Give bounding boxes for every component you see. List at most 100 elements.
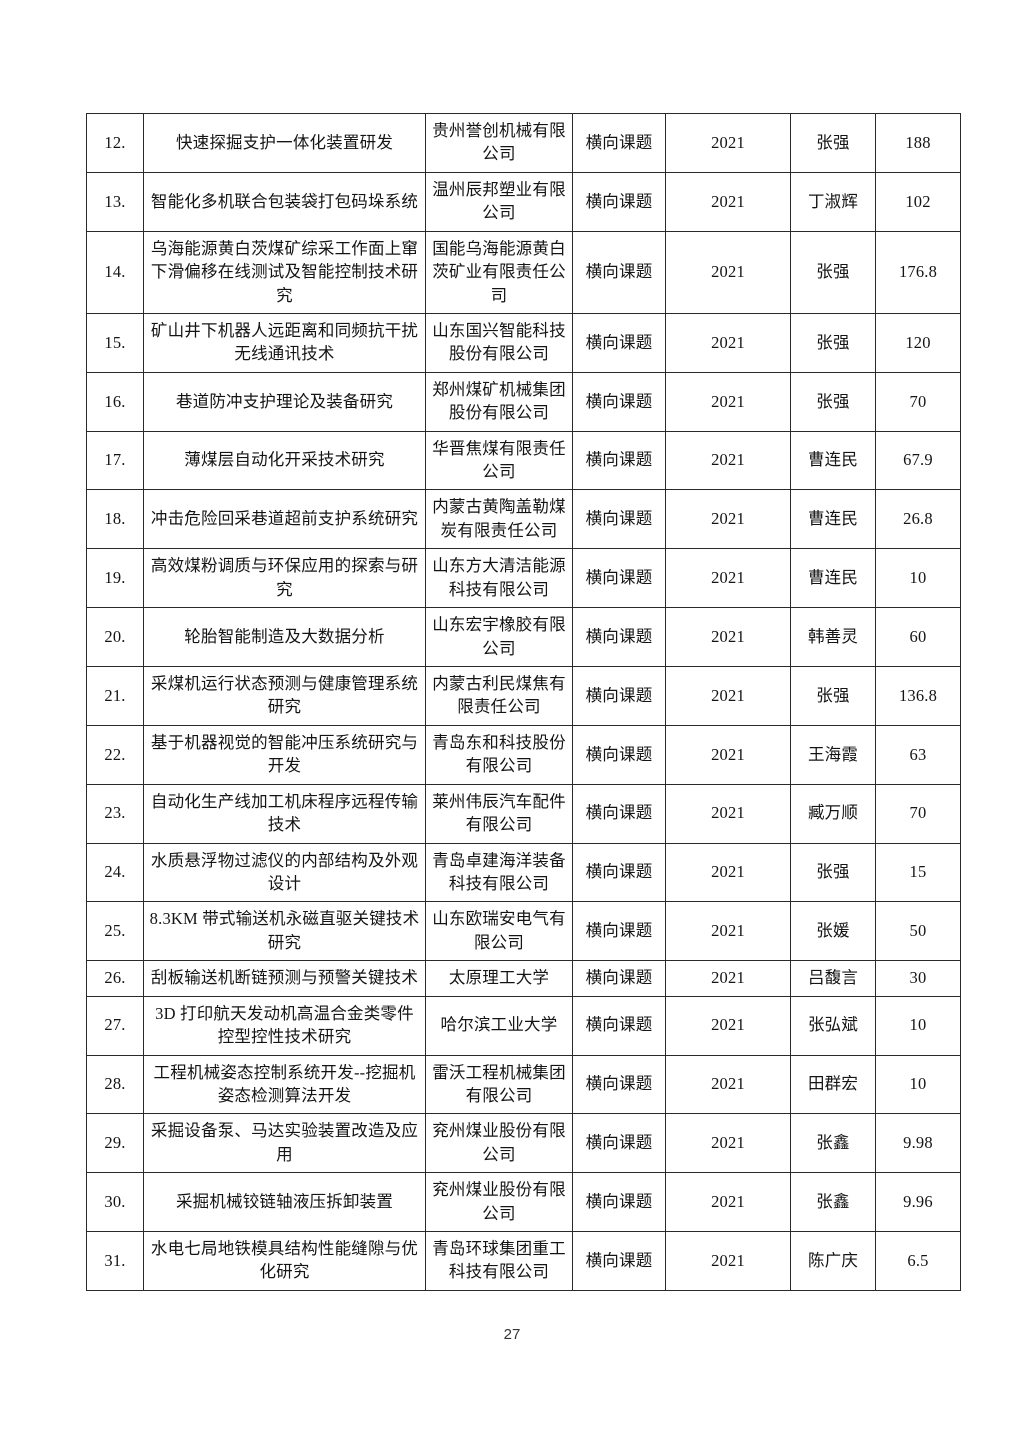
row-index: 13. (86, 171, 144, 232)
table-row: 22. 基于机器视觉的智能冲压系统研究与开发 青岛东和科技股份有限公司 横向课题 202… (86, 724, 961, 785)
row-index: 24. (86, 842, 144, 903)
project-title: 水质悬浮物过滤仪的内部结构及外观设计 (143, 842, 426, 903)
client-org: 贵州誉创机械有限公司 (425, 113, 573, 173)
project-year: 2021 (665, 666, 791, 726)
project-year: 2021 (665, 1113, 791, 1174)
client-org: 温州辰邦塑业有限公司 (425, 171, 573, 232)
project-year: 2021 (665, 230, 791, 314)
project-category: 横向课题 (572, 901, 666, 962)
client-org: 内蒙古利民煤焦有限责任公司 (425, 666, 573, 726)
project-title: 智能化多机联合包装袋打包码垛系统 (143, 171, 426, 232)
client-org: 青岛东和科技股份有限公司 (425, 724, 573, 785)
client-org: 山东国兴智能科技股份有限公司 (425, 312, 573, 373)
project-category: 横向课题 (572, 1113, 666, 1174)
table-row: 14. 乌海能源黄白茨煤矿综采工作面上窜下滑偏移在线测试及智能控制技术研究 国能乌海… (86, 230, 961, 314)
project-category: 横向课题 (572, 607, 666, 668)
project-title: 自动化生产线加工机床程序远程传输技术 (143, 783, 426, 844)
project-title: 巷道防冲支护理论及装备研究 (143, 371, 426, 432)
project-year: 2021 (665, 312, 791, 373)
project-year: 2021 (665, 371, 791, 432)
project-category: 横向课题 (572, 783, 666, 844)
row-index: 26. (86, 960, 144, 997)
project-category: 横向课题 (572, 312, 666, 373)
row-index: 18. (86, 489, 144, 550)
principal-investigator: 吕馥言 (790, 960, 876, 997)
project-category: 横向课题 (572, 666, 666, 726)
project-amount: 6.5 (875, 1231, 961, 1291)
project-amount: 10 (875, 548, 961, 609)
table-row: 24. 水质悬浮物过滤仪的内部结构及外观设计 青岛卓建海洋装备科技有限公司 横向课题 2… (86, 842, 961, 903)
project-category: 横向课题 (572, 430, 666, 491)
row-index: 17. (86, 430, 144, 491)
project-title: 3D 打印航天发动机高温合金类零件控型控性技术研究 (143, 995, 426, 1056)
table-row: 13. 智能化多机联合包装袋打包码垛系统 温州辰邦塑业有限公司 横向课题 2021 丁淑辉… (86, 171, 961, 232)
table-row: 23. 自动化生产线加工机床程序远程传输技术 莱州伟辰汽车配件有限公司 横向课题 202… (86, 783, 961, 844)
project-amount: 188 (875, 113, 961, 173)
project-category: 横向课题 (572, 724, 666, 785)
client-org: 华晋焦煤有限责任公司 (425, 430, 573, 491)
project-amount: 120 (875, 312, 961, 373)
project-amount: 15 (875, 842, 961, 903)
project-title: 高效煤粉调质与环保应用的探索与研究 (143, 548, 426, 609)
project-year: 2021 (665, 995, 791, 1056)
table-row: 20. 轮胎智能制造及大数据分析 山东宏宇橡胶有限公司 横向课题 2021 韩善灵 60 (86, 607, 961, 668)
project-title: 刮板输送机断链预测与预警关键技术 (143, 960, 426, 997)
project-title: 采掘机械铰链轴液压拆卸装置 (143, 1172, 426, 1233)
project-year: 2021 (665, 607, 791, 668)
project-amount: 176.8 (875, 230, 961, 314)
project-amount: 26.8 (875, 489, 961, 550)
project-category: 横向课题 (572, 1054, 666, 1115)
table-row: 31. 水电七局地铁模具结构性能缝隙与优化研究 青岛环球集团重工科技有限公司 横向课题… (86, 1231, 961, 1291)
principal-investigator: 曹连民 (790, 489, 876, 550)
table-row: 30. 采掘机械铰链轴液压拆卸装置 兖州煤业股份有限公司 横向课题 2021 张鑫 9.96 (86, 1172, 961, 1233)
project-title: 采煤机运行状态预测与健康管理系统研究 (143, 666, 426, 726)
project-title: 薄煤层自动化开采技术研究 (143, 430, 426, 491)
project-category: 横向课题 (572, 371, 666, 432)
principal-investigator: 张弘斌 (790, 995, 876, 1056)
row-index: 15. (86, 312, 144, 373)
project-amount: 60 (875, 607, 961, 668)
row-index: 30. (86, 1172, 144, 1233)
principal-investigator: 曹连民 (790, 430, 876, 491)
table-row: 17. 薄煤层自动化开采技术研究 华晋焦煤有限责任公司 横向课题 2021 曹连民 67.9 (86, 430, 961, 491)
client-org: 内蒙古黄陶盖勒煤炭有限责任公司 (425, 489, 573, 550)
project-category: 横向课题 (572, 113, 666, 173)
project-amount: 30 (875, 960, 961, 997)
project-year: 2021 (665, 548, 791, 609)
client-org: 哈尔滨工业大学 (425, 995, 573, 1056)
row-index: 29. (86, 1113, 144, 1174)
projects-table-body: 12. 快速探掘支护一体化装置研发 贵州誉创机械有限公司 横向课题 2021 张强 188 1… (86, 113, 961, 1291)
table-row: 18. 冲击危险回采巷道超前支护系统研究 内蒙古黄陶盖勒煤炭有限责任公司 横向课题 20… (86, 489, 961, 550)
project-year: 2021 (665, 113, 791, 173)
principal-investigator: 陈广庆 (790, 1231, 876, 1291)
project-title: 基于机器视觉的智能冲压系统研究与开发 (143, 724, 426, 785)
client-org: 兖州煤业股份有限公司 (425, 1172, 573, 1233)
project-category: 横向课题 (572, 842, 666, 903)
principal-investigator: 田群宏 (790, 1054, 876, 1115)
project-amount: 63 (875, 724, 961, 785)
row-index: 12. (86, 113, 144, 173)
table-row: 25. 8.3KM 带式输送机永磁直驱关键技术研究 山东欧瑞安电气有限公司 横向课题 2… (86, 901, 961, 962)
project-category: 横向课题 (572, 548, 666, 609)
project-category: 横向课题 (572, 1172, 666, 1233)
project-year: 2021 (665, 1231, 791, 1291)
table-row: 16. 巷道防冲支护理论及装备研究 郑州煤矿机械集团股份有限公司 横向课题 2021 张强… (86, 371, 961, 432)
principal-investigator: 张强 (790, 113, 876, 173)
row-index: 27. (86, 995, 144, 1056)
principal-investigator: 张强 (790, 371, 876, 432)
row-index: 19. (86, 548, 144, 609)
principal-investigator: 张鑫 (790, 1113, 876, 1174)
project-category: 横向课题 (572, 171, 666, 232)
principal-investigator: 王海霞 (790, 724, 876, 785)
table-row: 29. 采掘设备泵、马达实验装置改造及应用 兖州煤业股份有限公司 横向课题 2021 张鑫… (86, 1113, 961, 1174)
project-category: 横向课题 (572, 1231, 666, 1291)
client-org: 山东欧瑞安电气有限公司 (425, 901, 573, 962)
row-index: 23. (86, 783, 144, 844)
project-title: 水电七局地铁模具结构性能缝隙与优化研究 (143, 1231, 426, 1291)
principal-investigator: 张强 (790, 666, 876, 726)
project-category: 横向课题 (572, 960, 666, 997)
project-amount: 50 (875, 901, 961, 962)
principal-investigator: 韩善灵 (790, 607, 876, 668)
project-amount: 102 (875, 171, 961, 232)
client-org: 山东方大清洁能源科技有限公司 (425, 548, 573, 609)
